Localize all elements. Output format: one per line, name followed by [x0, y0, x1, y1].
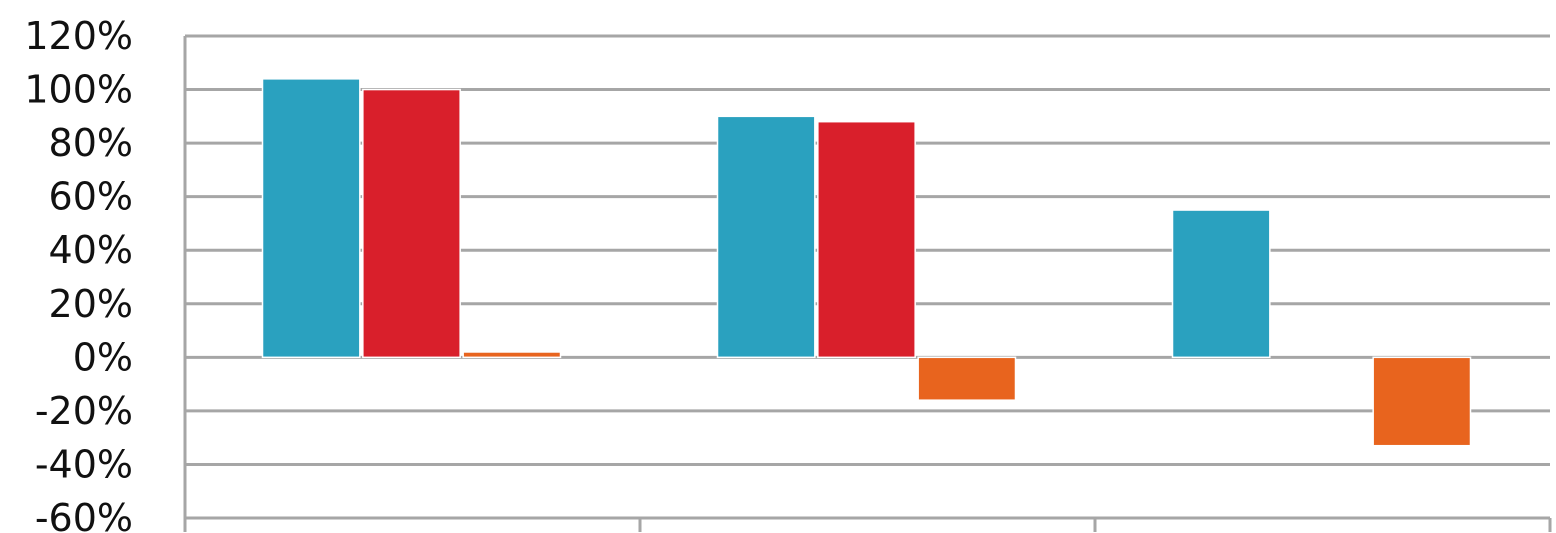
y-tick-label: 120%: [24, 14, 133, 58]
y-tick-labels: 120% 100% 80% 60% 40% 20% 0% -20% -40% -60%: [24, 14, 133, 533]
axes: [183, 36, 1552, 532]
y-tick-label: 80%: [49, 121, 133, 165]
bar: [362, 88, 461, 359]
bar: [817, 120, 916, 359]
y-tick-label: 60%: [49, 175, 133, 219]
bar: [261, 78, 361, 359]
bar: [1372, 356, 1472, 447]
y-tick-label: -60%: [35, 496, 133, 533]
bar: [462, 351, 562, 359]
y-tick-label: 20%: [49, 282, 133, 326]
bar: [1171, 209, 1271, 359]
bars: [261, 78, 1472, 447]
y-tick-label: -40%: [35, 442, 133, 486]
bar: [917, 356, 1017, 401]
y-tick-label: 0%: [73, 335, 133, 379]
y-tick-label: -20%: [35, 389, 133, 433]
y-tick-label: 100%: [24, 68, 133, 112]
y-tick-label: 40%: [49, 228, 133, 272]
bar: [716, 115, 816, 359]
